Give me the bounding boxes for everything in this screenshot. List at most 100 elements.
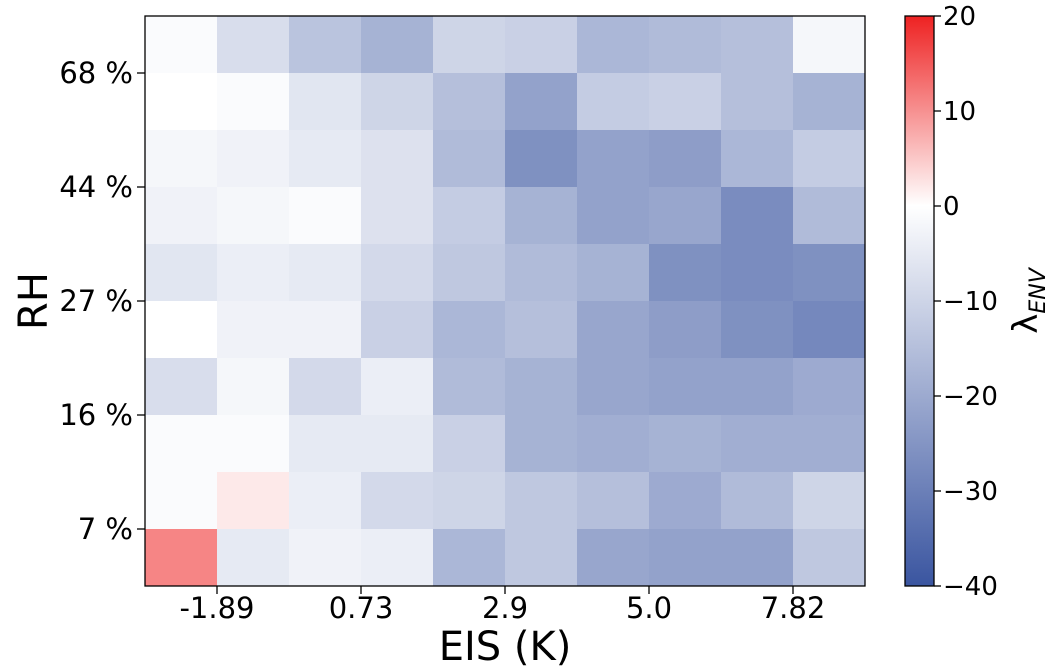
heatmap-cell <box>577 73 650 131</box>
heatmap-cell <box>505 472 578 530</box>
colorbar-tick-label: 0 <box>943 192 960 222</box>
heatmap-cell <box>577 16 650 74</box>
heatmap-cell <box>361 73 434 131</box>
heatmap-cell <box>649 358 722 416</box>
heatmap-cell <box>145 301 218 359</box>
y-tick-label: 7 % <box>78 512 133 546</box>
heatmap-cell <box>361 130 434 188</box>
heatmap-cell <box>361 301 434 359</box>
heatmap-cell <box>145 529 218 587</box>
x-tick-label: 0.73 <box>329 591 394 625</box>
heatmap-cell <box>721 73 794 131</box>
heatmap-cell <box>649 301 722 359</box>
heatmap-cell <box>721 130 794 188</box>
x-axis-ticks: -1.89 0.73 2.9 5.0 7.82 <box>179 586 825 625</box>
heatmap-cell <box>793 472 866 530</box>
heatmap-cell <box>577 529 650 587</box>
colorbar-tick-label: 20 <box>943 2 976 32</box>
heatmap-cell <box>289 244 362 302</box>
colorbar-tick-label: 10 <box>943 97 976 127</box>
heatmap-cell <box>577 358 650 416</box>
heatmap-cell <box>433 415 506 473</box>
heatmap-cell <box>145 187 218 245</box>
heatmap-cell <box>361 244 434 302</box>
svg-text:λENV: λENV <box>1006 266 1049 333</box>
heatmap-cell <box>649 415 722 473</box>
colorbar-label-main: λ <box>1006 314 1046 334</box>
x-tick-label: 7.82 <box>761 591 826 625</box>
heatmap-cell <box>505 244 578 302</box>
heatmap-cell <box>793 73 866 131</box>
heatmap-cell <box>145 358 218 416</box>
heatmap-cell <box>289 73 362 131</box>
heatmap-cell <box>793 130 866 188</box>
y-tick-label: 27 % <box>59 284 133 318</box>
x-tick-label: 2.9 <box>482 591 528 625</box>
heatmap-cell <box>217 358 290 416</box>
heatmap-cell <box>721 472 794 530</box>
heatmap-cell <box>793 301 866 359</box>
y-tick-label: 44 % <box>59 170 133 204</box>
heatmap-cell <box>577 415 650 473</box>
heatmap-cell <box>433 16 506 74</box>
heatmap-cell <box>577 130 650 188</box>
heatmap-cell <box>721 16 794 74</box>
heatmap-cell <box>505 301 578 359</box>
heatmap-cell <box>433 73 506 131</box>
heatmap-cell <box>649 187 722 245</box>
heatmap-cell <box>721 358 794 416</box>
heatmap-cell <box>649 244 722 302</box>
heatmap-cell <box>217 16 290 74</box>
heatmap-cell <box>505 16 578 74</box>
heatmap-cell <box>649 16 722 74</box>
heatmap-cell <box>505 358 578 416</box>
heatmap-cell <box>577 472 650 530</box>
heatmap-cell <box>217 244 290 302</box>
heatmap-cell <box>145 73 218 131</box>
heatmap-cell <box>145 130 218 188</box>
heatmap-cell <box>433 529 506 587</box>
heatmap-cell <box>361 187 434 245</box>
heatmap-cell <box>217 301 290 359</box>
heatmap-cell <box>289 472 362 530</box>
heatmap-cell <box>289 187 362 245</box>
heatmap-cell <box>217 529 290 587</box>
colorbar-tick-label: −10 <box>943 287 998 317</box>
x-axis-label: EIS (K) <box>439 624 572 670</box>
heatmap-cell <box>577 244 650 302</box>
heatmap-cell <box>361 472 434 530</box>
colorbar <box>904 15 935 587</box>
heatmap-cell <box>793 415 866 473</box>
heatmap-cell <box>433 187 506 245</box>
heatmap-cell <box>505 529 578 587</box>
heatmap-cell <box>793 16 866 74</box>
heatmap-cell <box>217 73 290 131</box>
heatmap-cell <box>793 244 866 302</box>
heatmap-cell <box>361 529 434 587</box>
heatmap-cell <box>577 301 650 359</box>
heatmap-cell <box>721 529 794 587</box>
heatmap-cell <box>217 472 290 530</box>
heatmap-cell <box>289 130 362 188</box>
heatmap-cell <box>649 529 722 587</box>
heatmap-cell <box>361 16 434 74</box>
heatmap-cell <box>433 244 506 302</box>
heatmap-cells <box>145 16 866 587</box>
heatmap-cell <box>649 472 722 530</box>
heatmap-cell <box>145 415 218 473</box>
colorbar-tick-label: −30 <box>943 477 998 507</box>
heatmap-cell <box>289 16 362 74</box>
heatmap-cell <box>433 130 506 188</box>
y-tick-label: 16 % <box>59 398 133 432</box>
colorbar-label-sub: ENV <box>1026 266 1049 313</box>
heatmap-cell <box>505 130 578 188</box>
heatmap-cell <box>649 130 722 188</box>
colorbar-tick-label: −20 <box>943 382 998 412</box>
heatmap-cell <box>217 415 290 473</box>
heatmap-cell <box>289 358 362 416</box>
heatmap-cell <box>505 187 578 245</box>
x-tick-label: -1.89 <box>179 591 254 625</box>
heatmap-cell <box>289 415 362 473</box>
heatmap-cell <box>289 529 362 587</box>
colorbar-ticks: 20 10 0 −10 −20 −30 −40 <box>934 2 998 602</box>
